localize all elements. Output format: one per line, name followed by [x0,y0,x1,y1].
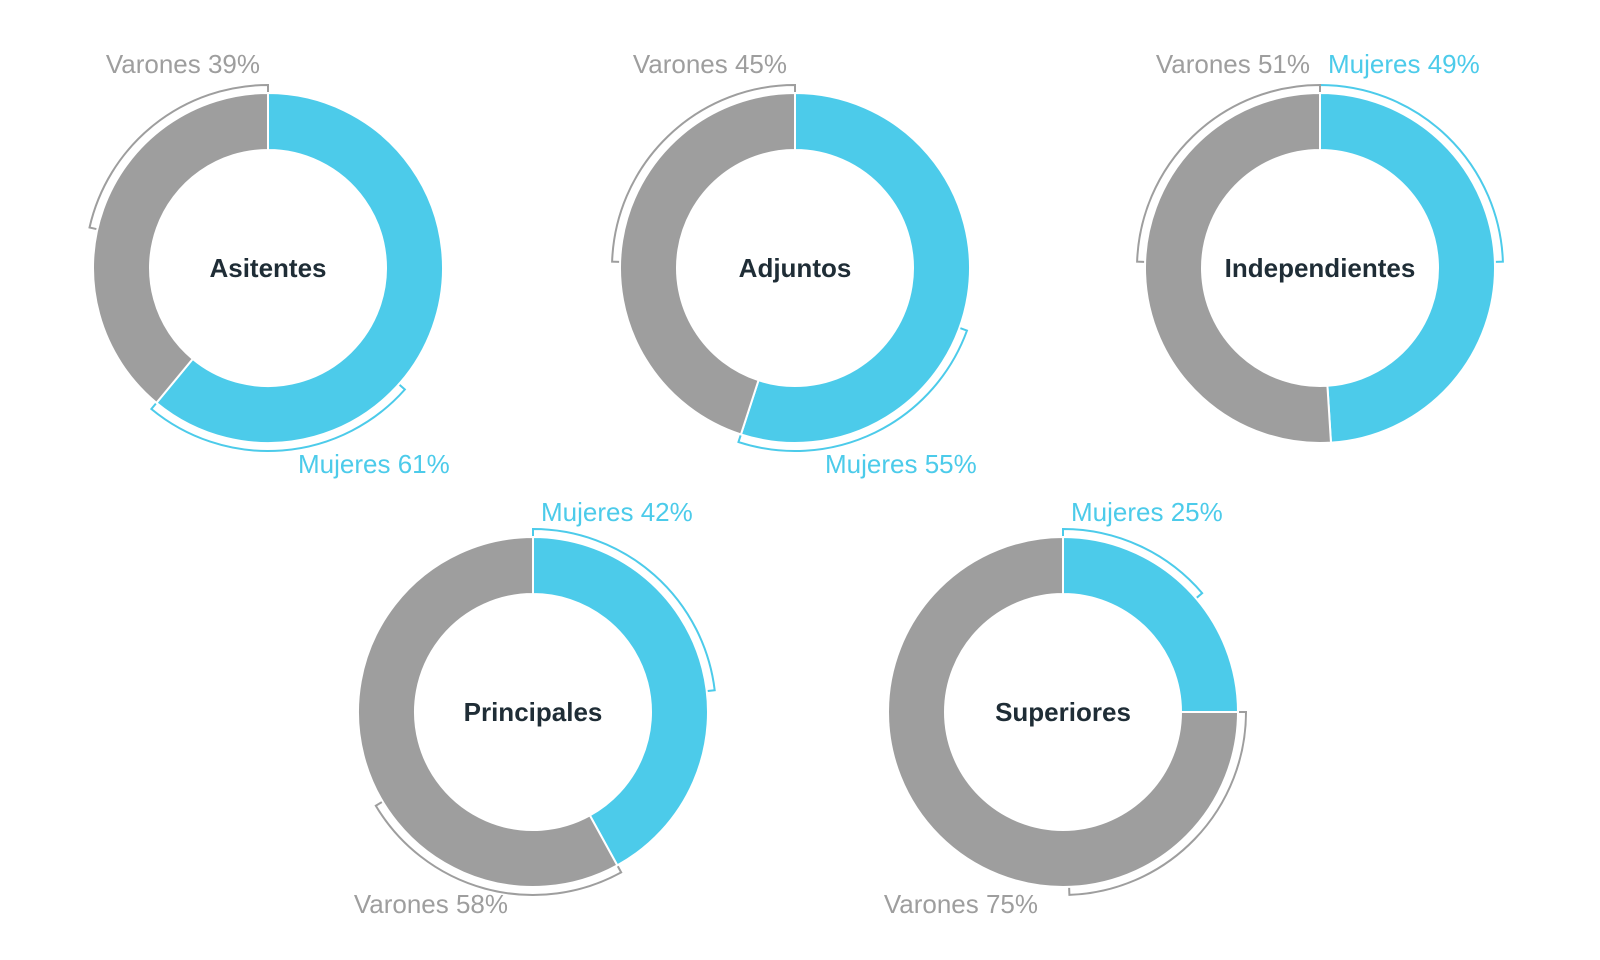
donut-asitentes: Asitentes Mujeres 61% Varones 39% [88,49,450,479]
bracket-varones [1136,83,1321,263]
label-varones: Varones 58% [354,889,508,919]
bracket-varones [611,83,796,263]
label-mujeres: Mujeres 25% [1071,497,1223,527]
label-mujeres: Mujeres 42% [541,497,693,527]
donut-principales: Principales Mujeres 42% Varones 58% [354,497,716,919]
label-mujeres: Mujeres 61% [298,449,450,479]
donut-title: Asitentes [209,253,326,283]
slice-varones [887,535,1240,888]
slice-mujeres [155,91,444,444]
donut-title: Independientes [1225,253,1416,283]
label-varones: Varones 39% [106,49,260,79]
bracket-mujeres [532,527,716,693]
slice-varones [357,535,619,888]
donut-title: Adjuntos [739,253,852,283]
donut-title: Principales [464,697,603,727]
label-varones: Varones 51% [1156,49,1310,79]
label-mujeres: Mujeres 49% [1328,49,1480,79]
slice-mujeres [1319,91,1497,444]
bracket-mujeres [149,384,407,452]
slice-mujeres [739,91,971,444]
bracket-mujeres [1062,527,1204,599]
bracket-varones [374,801,623,896]
donut-superiores: Superiores Mujeres 25% Varones 75% [884,497,1248,919]
label-varones: Varones 75% [884,889,1038,919]
bracket-varones [88,83,269,231]
slice-varones [619,91,796,436]
bracket-varones [1068,711,1248,896]
bracket-mujeres [737,327,969,452]
slice-mujeres [1062,535,1240,713]
slice-mujeres [532,535,710,867]
slice-varones [1144,91,1333,444]
donut-independientes: Independientes Mujeres 49% Varones 51% [1136,49,1504,444]
donut-title: Superiores [995,697,1131,727]
donut-adjuntos: Adjuntos Mujeres 55% Varones 45% [611,49,977,479]
slice-varones [92,91,269,405]
label-varones: Varones 45% [633,49,787,79]
label-mujeres: Mujeres 55% [825,449,977,479]
bracket-mujeres [1319,83,1504,263]
